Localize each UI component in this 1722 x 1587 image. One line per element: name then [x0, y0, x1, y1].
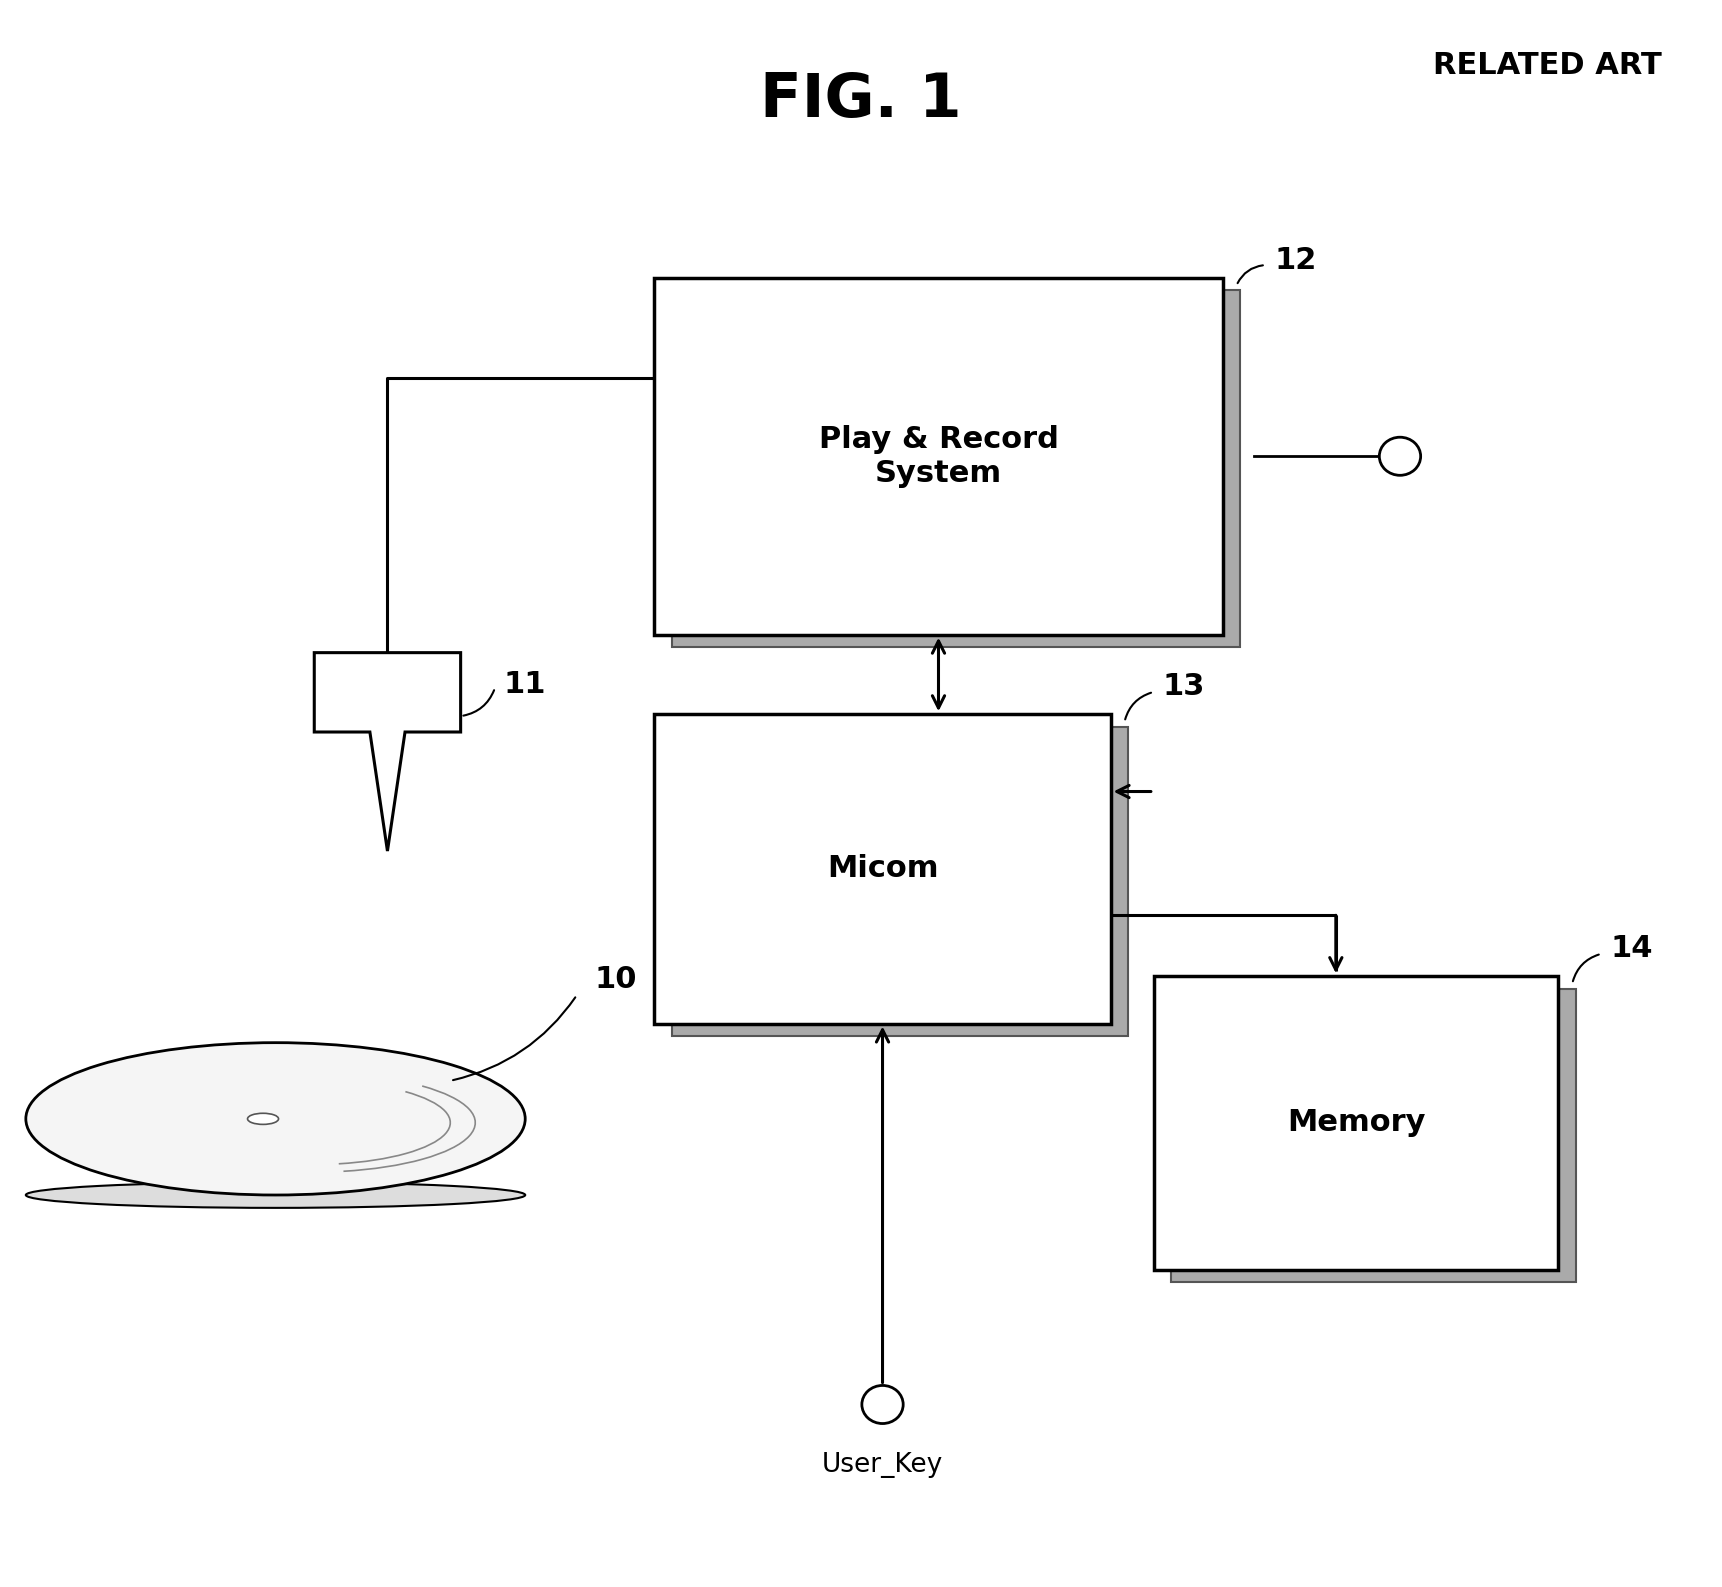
Bar — [672, 290, 1240, 647]
Text: 14: 14 — [1610, 935, 1653, 963]
Circle shape — [1379, 436, 1421, 476]
Text: 10: 10 — [594, 965, 637, 993]
Text: 11: 11 — [505, 670, 546, 698]
Text: FIG. 1: FIG. 1 — [759, 71, 963, 130]
Ellipse shape — [26, 1043, 525, 1195]
Text: RELATED ART: RELATED ART — [1433, 51, 1662, 79]
Bar — [654, 278, 1223, 635]
Bar — [1171, 989, 1576, 1282]
Polygon shape — [313, 652, 461, 851]
Text: Micom: Micom — [827, 854, 938, 884]
Text: User_Key: User_Key — [821, 1452, 944, 1477]
Text: 12: 12 — [1274, 246, 1317, 275]
Text: Play & Record
System: Play & Record System — [818, 425, 1059, 487]
Bar — [672, 727, 1128, 1036]
Circle shape — [861, 1385, 902, 1424]
Text: 13: 13 — [1162, 673, 1205, 701]
Text: Memory: Memory — [1286, 1108, 1426, 1138]
Ellipse shape — [26, 1182, 525, 1208]
Bar — [1154, 976, 1558, 1270]
Ellipse shape — [248, 1114, 279, 1124]
Bar — [654, 714, 1111, 1024]
